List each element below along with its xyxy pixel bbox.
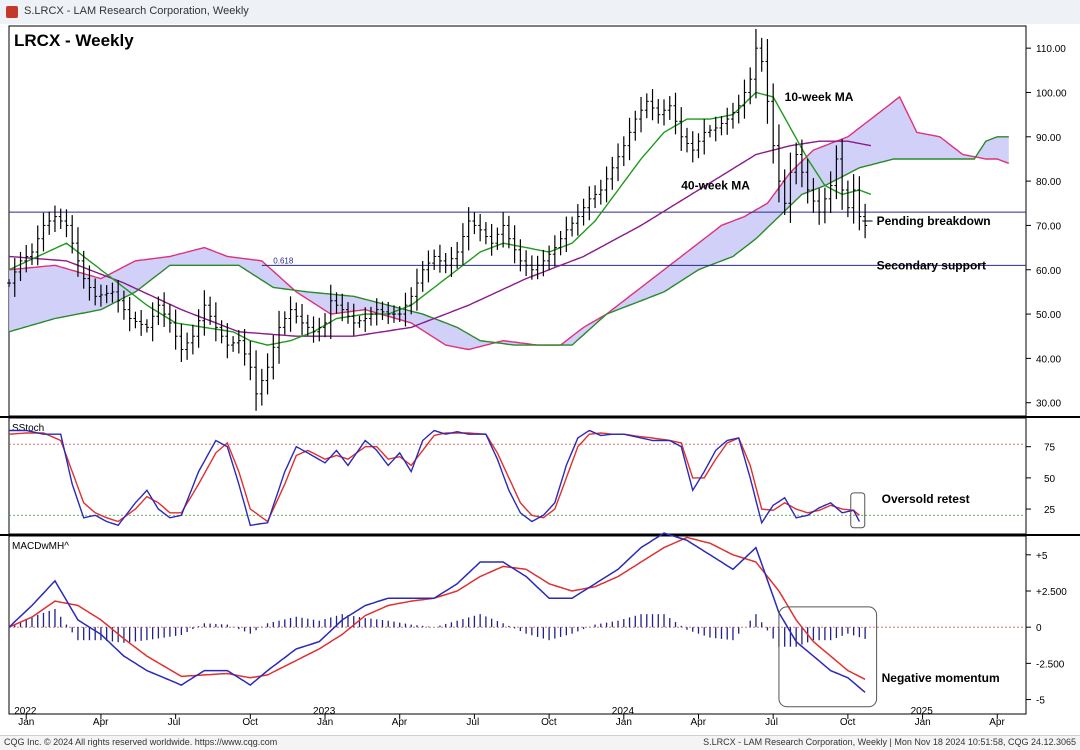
price-annotation: 10-week MA — [785, 90, 854, 104]
macd-pane-title: MACDwMH^ — [12, 541, 69, 552]
stoch-ytick-label: 75 — [1044, 443, 1056, 454]
macd-signal-line — [8, 536, 866, 680]
chart-area[interactable]: LRCX - Weekly 110.00 100.00 90.00 80.00 70.00… — [0, 24, 1080, 735]
status-bar: CQG Inc. © 2024 All rights reserved worl… — [0, 735, 1080, 750]
x-month-label: Jan — [616, 717, 632, 728]
ma-40-week-line — [8, 140, 872, 337]
macd-line — [8, 532, 866, 693]
price-ytick-label: 110.00 — [1036, 44, 1066, 55]
price-ytick-label: 80.00 — [1036, 177, 1061, 188]
price-ytick-label: 70.00 — [1036, 221, 1061, 232]
status-left: CQG Inc. © 2024 All rights reserved worl… — [4, 737, 278, 747]
price-ytick-label: 90.00 — [1036, 133, 1061, 144]
stoch-ytick-label: 50 — [1044, 474, 1056, 485]
price-ytick-label: 100.00 — [1036, 88, 1067, 99]
x-year-label: 2023 — [313, 706, 336, 717]
x-month-label: Jan — [317, 717, 333, 728]
price-annotation: 40-week MA — [681, 179, 750, 193]
chart-background — [0, 24, 1080, 735]
price-ytick-label: 60.00 — [1036, 266, 1061, 277]
macd-annotation: Negative momentum — [882, 671, 1000, 685]
window-title: S.LRCX - LAM Research Corporation, Weekl… — [24, 5, 249, 17]
stoch-pane-title: SStoch — [12, 423, 44, 434]
price-ytick-label: 40.00 — [1036, 354, 1061, 365]
x-month-label: Oct — [541, 717, 557, 728]
stoch-d-line — [8, 432, 860, 523]
macd-ytick-label: +2.500 — [1036, 587, 1067, 598]
x-month-label: Oct — [840, 717, 856, 728]
stoch-k-line — [9, 429, 861, 527]
x-month-label: Apr — [93, 717, 109, 728]
status-right: S.LRCX - LAM Research Corporation, Weekl… — [703, 737, 1076, 747]
ichimoku-cloud — [9, 96, 1009, 350]
x-month-label: Jul — [466, 717, 479, 728]
price-pane-title: LRCX - Weekly — [14, 31, 134, 50]
stoch-highlight-box — [850, 492, 866, 529]
x-month-label: Jul — [765, 717, 778, 728]
app-icon — [6, 6, 18, 18]
x-month-label: Jan — [18, 717, 34, 728]
x-year-label: 2024 — [612, 706, 635, 717]
price-annotation: Pending breakdown — [877, 214, 991, 228]
x-year-label: 2022 — [14, 706, 37, 717]
macd-ytick-label: -5 — [1036, 696, 1045, 707]
fib-level-label: 0.618 — [273, 256, 294, 265]
x-month-label: Apr — [989, 717, 1005, 728]
macd-ytick-label: 0 — [1036, 623, 1042, 634]
x-month-label: Jul — [168, 717, 181, 728]
chart-svg[interactable]: LRCX - Weekly 110.00 100.00 90.00 80.00 70.00… — [0, 24, 1080, 735]
price-ytick-label: 30.00 — [1036, 399, 1061, 410]
price-annotation: Secondary support — [877, 258, 986, 272]
cloud-upper-line — [8, 95, 1010, 351]
stoch-ytick-label: 25 — [1044, 505, 1056, 516]
macd-ytick-label: -2.500 — [1036, 659, 1065, 670]
x-month-label: Apr — [392, 717, 408, 728]
macd-ytick-label: +5 — [1036, 551, 1048, 562]
price-ytick-label: 50.00 — [1036, 310, 1061, 321]
macd-highlight-box — [778, 606, 878, 708]
stoch-annotation: Oversold retest — [882, 492, 970, 506]
x-month-label: Oct — [242, 717, 258, 728]
x-month-label: Apr — [690, 717, 706, 728]
x-year-label: 2025 — [911, 706, 934, 717]
x-month-label: Jan — [915, 717, 931, 728]
window-titlebar: S.LRCX - LAM Research Corporation, Weekl… — [0, 0, 1080, 25]
